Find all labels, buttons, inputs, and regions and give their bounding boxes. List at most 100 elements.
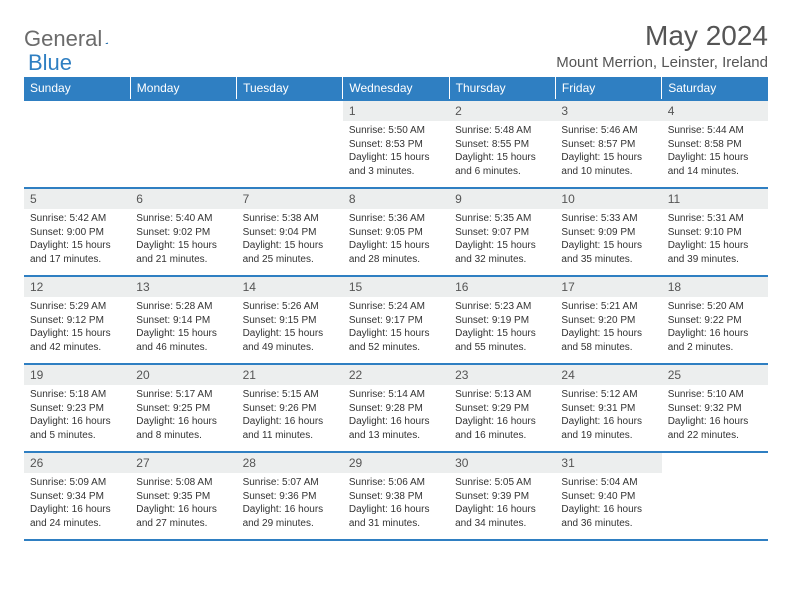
calendar-day-cell: 8Sunrise: 5:36 AMSunset: 9:05 PMDaylight…	[343, 188, 449, 276]
calendar-day-cell: 14Sunrise: 5:26 AMSunset: 9:15 PMDayligh…	[237, 276, 343, 364]
day-details: Sunrise: 5:29 AMSunset: 9:12 PMDaylight:…	[24, 297, 130, 357]
calendar-day-cell: 30Sunrise: 5:05 AMSunset: 9:39 PMDayligh…	[449, 452, 555, 540]
calendar-day-cell: 7Sunrise: 5:38 AMSunset: 9:04 PMDaylight…	[237, 188, 343, 276]
calendar-day-cell: 16Sunrise: 5:23 AMSunset: 9:19 PMDayligh…	[449, 276, 555, 364]
day-number: 7	[237, 189, 343, 209]
day-number: 23	[449, 365, 555, 385]
day-number: 3	[555, 101, 661, 121]
day-header: Thursday	[449, 77, 555, 100]
day-details: Sunrise: 5:17 AMSunset: 9:25 PMDaylight:…	[130, 385, 236, 445]
calendar-day-cell: 24Sunrise: 5:12 AMSunset: 9:31 PMDayligh…	[555, 364, 661, 452]
day-number: 29	[343, 453, 449, 473]
day-number: 17	[555, 277, 661, 297]
calendar-day-cell: 23Sunrise: 5:13 AMSunset: 9:29 PMDayligh…	[449, 364, 555, 452]
logo-triangle-icon	[105, 31, 108, 45]
brand-part1: General	[24, 26, 102, 52]
calendar-table: SundayMondayTuesdayWednesdayThursdayFrid…	[24, 77, 768, 541]
day-number: 5	[24, 189, 130, 209]
day-details: Sunrise: 5:42 AMSunset: 9:00 PMDaylight:…	[24, 209, 130, 269]
calendar-day-cell: 3Sunrise: 5:46 AMSunset: 8:57 PMDaylight…	[555, 100, 661, 188]
calendar-day-cell: 25Sunrise: 5:10 AMSunset: 9:32 PMDayligh…	[662, 364, 768, 452]
calendar-day-cell: 5Sunrise: 5:42 AMSunset: 9:00 PMDaylight…	[24, 188, 130, 276]
calendar-week-row: 1Sunrise: 5:50 AMSunset: 8:53 PMDaylight…	[24, 100, 768, 188]
calendar-header-row: SundayMondayTuesdayWednesdayThursdayFrid…	[24, 77, 768, 100]
calendar-week-row: 19Sunrise: 5:18 AMSunset: 9:23 PMDayligh…	[24, 364, 768, 452]
calendar-day-cell: 9Sunrise: 5:35 AMSunset: 9:07 PMDaylight…	[449, 188, 555, 276]
title-block: May 2024 Mount Merrion, Leinster, Irelan…	[556, 20, 768, 71]
calendar-week-row: 5Sunrise: 5:42 AMSunset: 9:00 PMDaylight…	[24, 188, 768, 276]
calendar-day-cell: 31Sunrise: 5:04 AMSunset: 9:40 PMDayligh…	[555, 452, 661, 540]
day-details: Sunrise: 5:07 AMSunset: 9:36 PMDaylight:…	[237, 473, 343, 533]
day-header: Sunday	[24, 77, 130, 100]
day-details: Sunrise: 5:28 AMSunset: 9:14 PMDaylight:…	[130, 297, 236, 357]
day-details: Sunrise: 5:10 AMSunset: 9:32 PMDaylight:…	[662, 385, 768, 445]
day-details: Sunrise: 5:36 AMSunset: 9:05 PMDaylight:…	[343, 209, 449, 269]
day-details: Sunrise: 5:21 AMSunset: 9:20 PMDaylight:…	[555, 297, 661, 357]
header-bar: General May 2024 Mount Merrion, Leinster…	[24, 20, 768, 71]
day-number: 6	[130, 189, 236, 209]
day-number: 14	[237, 277, 343, 297]
day-details: Sunrise: 5:50 AMSunset: 8:53 PMDaylight:…	[343, 121, 449, 181]
calendar-day-cell: 21Sunrise: 5:15 AMSunset: 9:26 PMDayligh…	[237, 364, 343, 452]
day-details: Sunrise: 5:23 AMSunset: 9:19 PMDaylight:…	[449, 297, 555, 357]
calendar-day-cell: 12Sunrise: 5:29 AMSunset: 9:12 PMDayligh…	[24, 276, 130, 364]
day-details: Sunrise: 5:44 AMSunset: 8:58 PMDaylight:…	[662, 121, 768, 181]
day-number: 16	[449, 277, 555, 297]
calendar-week-row: 12Sunrise: 5:29 AMSunset: 9:12 PMDayligh…	[24, 276, 768, 364]
calendar-week-row: 26Sunrise: 5:09 AMSunset: 9:34 PMDayligh…	[24, 452, 768, 540]
day-details: Sunrise: 5:35 AMSunset: 9:07 PMDaylight:…	[449, 209, 555, 269]
day-details: Sunrise: 5:40 AMSunset: 9:02 PMDaylight:…	[130, 209, 236, 269]
calendar-day-cell: 4Sunrise: 5:44 AMSunset: 8:58 PMDaylight…	[662, 100, 768, 188]
day-details: Sunrise: 5:20 AMSunset: 9:22 PMDaylight:…	[662, 297, 768, 357]
calendar-day-cell: 22Sunrise: 5:14 AMSunset: 9:28 PMDayligh…	[343, 364, 449, 452]
location-subtitle: Mount Merrion, Leinster, Ireland	[556, 54, 768, 71]
brand-logo: General	[24, 26, 125, 52]
calendar-day-cell: 20Sunrise: 5:17 AMSunset: 9:25 PMDayligh…	[130, 364, 236, 452]
day-header: Tuesday	[237, 77, 343, 100]
calendar-day-cell: 18Sunrise: 5:20 AMSunset: 9:22 PMDayligh…	[662, 276, 768, 364]
day-details: Sunrise: 5:31 AMSunset: 9:10 PMDaylight:…	[662, 209, 768, 269]
calendar-day-cell: 1Sunrise: 5:50 AMSunset: 8:53 PMDaylight…	[343, 100, 449, 188]
day-number: 24	[555, 365, 661, 385]
day-details: Sunrise: 5:46 AMSunset: 8:57 PMDaylight:…	[555, 121, 661, 181]
calendar-day-cell	[237, 100, 343, 188]
day-number: 2	[449, 101, 555, 121]
day-details: Sunrise: 5:26 AMSunset: 9:15 PMDaylight:…	[237, 297, 343, 357]
month-title: May 2024	[556, 20, 768, 52]
day-number: 18	[662, 277, 768, 297]
day-number: 26	[24, 453, 130, 473]
day-number: 19	[24, 365, 130, 385]
calendar-day-cell: 28Sunrise: 5:07 AMSunset: 9:36 PMDayligh…	[237, 452, 343, 540]
day-details: Sunrise: 5:14 AMSunset: 9:28 PMDaylight:…	[343, 385, 449, 445]
brand-part2: Blue	[28, 50, 72, 76]
calendar-day-cell: 13Sunrise: 5:28 AMSunset: 9:14 PMDayligh…	[130, 276, 236, 364]
calendar-day-cell	[662, 452, 768, 540]
day-number: 15	[343, 277, 449, 297]
day-number: 4	[662, 101, 768, 121]
calendar-day-cell: 17Sunrise: 5:21 AMSunset: 9:20 PMDayligh…	[555, 276, 661, 364]
day-details: Sunrise: 5:24 AMSunset: 9:17 PMDaylight:…	[343, 297, 449, 357]
calendar-day-cell: 27Sunrise: 5:08 AMSunset: 9:35 PMDayligh…	[130, 452, 236, 540]
day-details: Sunrise: 5:13 AMSunset: 9:29 PMDaylight:…	[449, 385, 555, 445]
day-number: 1	[343, 101, 449, 121]
day-number: 22	[343, 365, 449, 385]
day-number: 31	[555, 453, 661, 473]
day-details: Sunrise: 5:48 AMSunset: 8:55 PMDaylight:…	[449, 121, 555, 181]
day-details: Sunrise: 5:18 AMSunset: 9:23 PMDaylight:…	[24, 385, 130, 445]
calendar-day-cell: 6Sunrise: 5:40 AMSunset: 9:02 PMDaylight…	[130, 188, 236, 276]
day-number: 13	[130, 277, 236, 297]
day-details: Sunrise: 5:08 AMSunset: 9:35 PMDaylight:…	[130, 473, 236, 533]
brand-blue-line: Blue	[28, 50, 72, 76]
calendar-day-cell: 10Sunrise: 5:33 AMSunset: 9:09 PMDayligh…	[555, 188, 661, 276]
calendar-day-cell: 15Sunrise: 5:24 AMSunset: 9:17 PMDayligh…	[343, 276, 449, 364]
day-details: Sunrise: 5:05 AMSunset: 9:39 PMDaylight:…	[449, 473, 555, 533]
calendar-day-cell: 19Sunrise: 5:18 AMSunset: 9:23 PMDayligh…	[24, 364, 130, 452]
calendar-body: 1Sunrise: 5:50 AMSunset: 8:53 PMDaylight…	[24, 100, 768, 540]
day-number: 20	[130, 365, 236, 385]
day-details: Sunrise: 5:33 AMSunset: 9:09 PMDaylight:…	[555, 209, 661, 269]
day-number: 11	[662, 189, 768, 209]
day-header: Friday	[555, 77, 661, 100]
day-details: Sunrise: 5:06 AMSunset: 9:38 PMDaylight:…	[343, 473, 449, 533]
day-number: 21	[237, 365, 343, 385]
day-number: 30	[449, 453, 555, 473]
